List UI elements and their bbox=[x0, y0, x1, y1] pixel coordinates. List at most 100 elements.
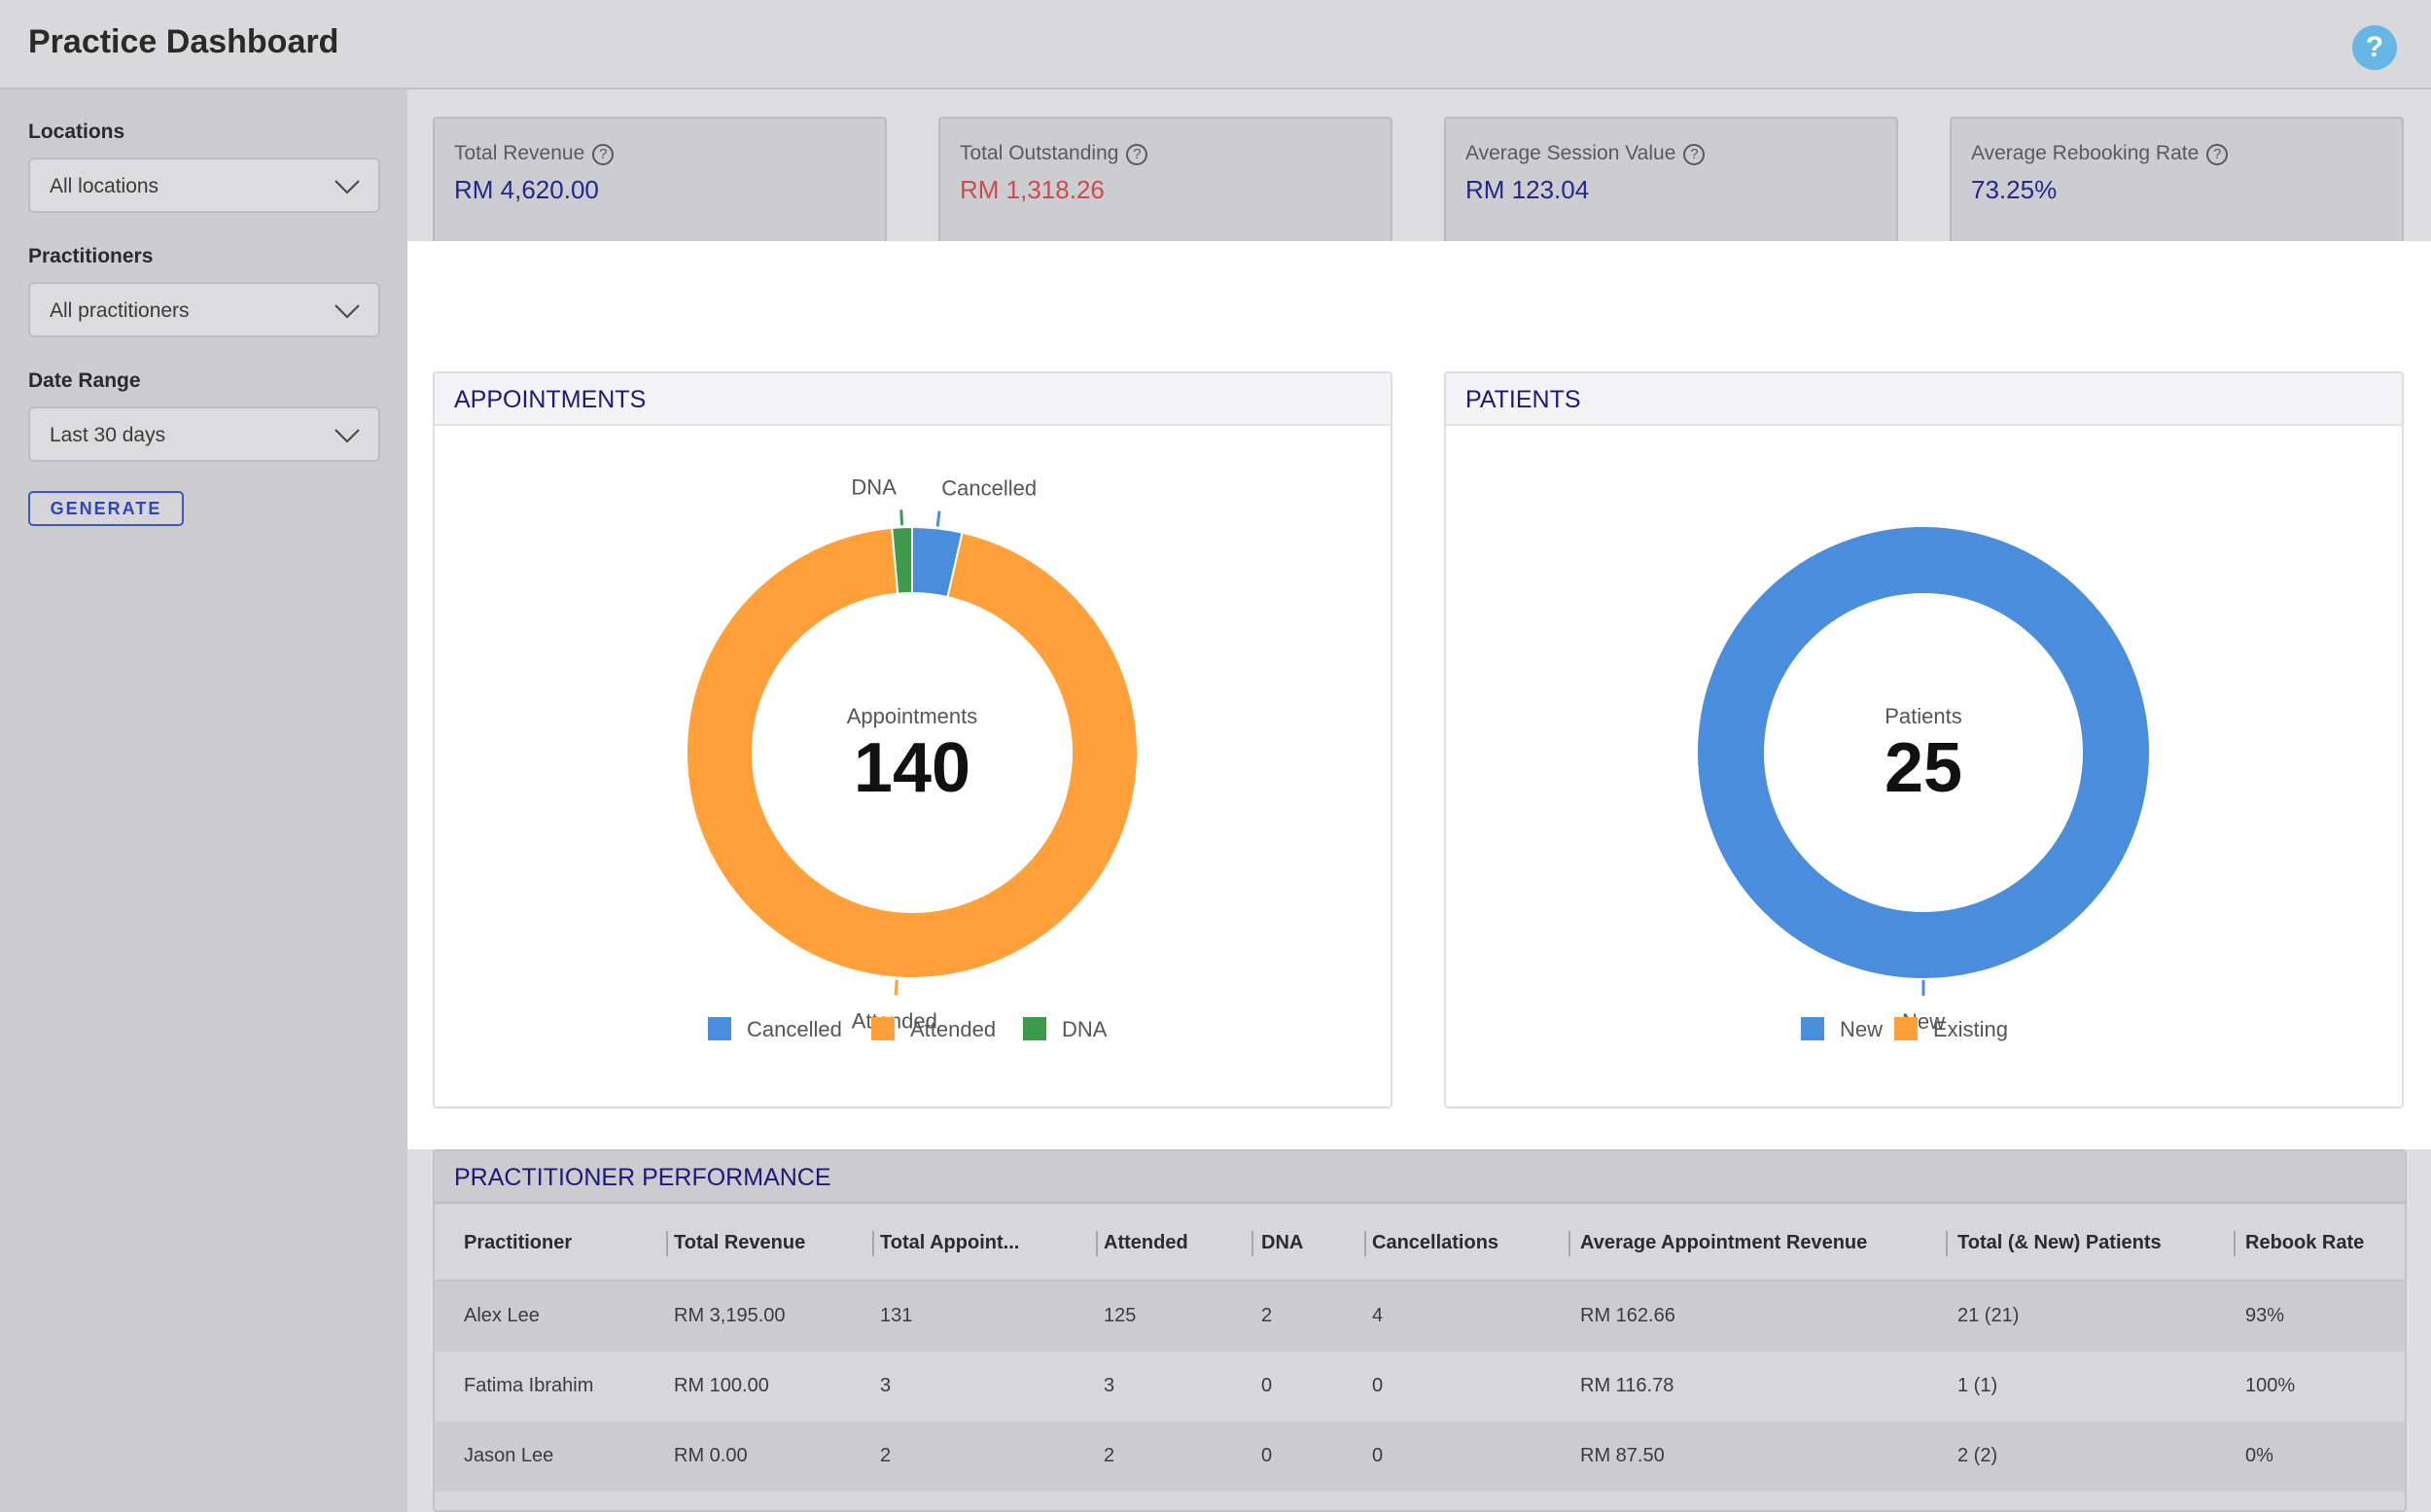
legend-swatch bbox=[1801, 1017, 1824, 1040]
help-circle-icon[interactable]: ? bbox=[592, 144, 615, 165]
table-cell: 0 bbox=[1261, 1375, 1273, 1396]
practitioners-label: Practitioners bbox=[28, 245, 154, 267]
legend-item-existing[interactable]: Existing bbox=[1894, 1017, 2008, 1041]
table-cell: 2 bbox=[1261, 1305, 1273, 1326]
column-divider[interactable] bbox=[872, 1231, 874, 1256]
table-header: Practitioner Total Revenue Total Appoint..… bbox=[435, 1204, 2405, 1282]
column-header[interactable]: Rebook Rate bbox=[2245, 1232, 2365, 1253]
column-divider[interactable] bbox=[1364, 1231, 1366, 1256]
column-header[interactable]: Cancellations bbox=[1372, 1232, 1499, 1253]
column-header[interactable]: Total Revenue bbox=[674, 1232, 806, 1253]
locations-select[interactable]: All locations bbox=[28, 158, 380, 213]
table-cell: 0 bbox=[1261, 1445, 1273, 1466]
column-divider[interactable] bbox=[1946, 1231, 1948, 1256]
table-cell: 131 bbox=[880, 1305, 913, 1326]
table-row[interactable]: Fatima Ibrahim RM 100.00 3 3 0 0 RM 116.78 1 (1… bbox=[435, 1352, 2405, 1422]
patients-panel: PATIENTS New Patients 25 New Existing bbox=[1444, 371, 2404, 1108]
help-circle-icon[interactable]: ? bbox=[1683, 144, 1706, 165]
table-cell: 1 (1) bbox=[1957, 1375, 1998, 1396]
table-cell: 93% bbox=[2245, 1305, 2285, 1326]
appointments-panel: APPOINTMENTS Cancelled Attended DNA Appoint… bbox=[433, 371, 1392, 1108]
table-cell: 3 bbox=[880, 1375, 892, 1396]
charts-row: APPOINTMENTS Cancelled Attended DNA Appoint… bbox=[407, 241, 2431, 1149]
help-circle-icon[interactable]: ? bbox=[1126, 144, 1148, 165]
stat-value: 73.25% bbox=[1971, 175, 2058, 204]
date-range-label: Date Range bbox=[28, 369, 141, 392]
help-circle-icon[interactable]: ? bbox=[2206, 144, 2229, 165]
column-divider[interactable] bbox=[1251, 1231, 1253, 1256]
column-header[interactable]: Attended bbox=[1104, 1232, 1188, 1253]
column-divider[interactable] bbox=[1096, 1231, 1098, 1256]
chevron-down-icon bbox=[335, 429, 360, 443]
chevron-down-icon bbox=[335, 304, 360, 319]
filter-sidebar: Locations All locations Practitioners Al… bbox=[0, 89, 407, 1512]
stat-label: Total Outstanding bbox=[960, 142, 1119, 164]
legend-swatch bbox=[871, 1017, 895, 1040]
column-divider[interactable] bbox=[1568, 1231, 1570, 1256]
slice-label: DNA bbox=[851, 475, 897, 499]
table-cell: RM 0.00 bbox=[674, 1445, 748, 1466]
table-cell: RM 87.50 bbox=[1580, 1445, 1665, 1466]
panel-title: PRACTITIONER PERFORMANCE bbox=[454, 1164, 831, 1191]
stat-card-average-rebooking-rate: Average Rebooking Rate? 73.25% bbox=[1950, 117, 2404, 241]
table-row[interactable]: Jason Lee RM 0.00 2 2 0 0 RM 87.50 2 (2) 0% bbox=[435, 1422, 2405, 1492]
column-header[interactable]: Practitioner bbox=[464, 1232, 573, 1253]
stat-card-average-session-value: Average Session Value? RM 123.04 bbox=[1444, 117, 1898, 241]
column-header[interactable]: Total (& New) Patients bbox=[1957, 1232, 2162, 1253]
legend-item-new[interactable]: New bbox=[1801, 1017, 1883, 1041]
panel-header: PRACTITIONER PERFORMANCE bbox=[435, 1151, 2405, 1204]
main-content: Total Revenue? RM 4,620.00 Total Outstan… bbox=[407, 89, 2431, 1512]
table-row[interactable]: Kai WongRM 0.004301RM 125.231 (1)100% bbox=[435, 1492, 2405, 1510]
legend-label: Existing bbox=[1933, 1017, 2008, 1041]
performance-section: PRACTITIONER PERFORMANCE Practitioner Tot… bbox=[407, 1149, 2431, 1512]
practitioners-select[interactable]: All practitioners bbox=[28, 282, 380, 337]
stat-value: RM 4,620.00 bbox=[454, 175, 599, 204]
table-cell: Fatima Ibrahim bbox=[464, 1375, 594, 1396]
stat-card-total-revenue: Total Revenue? RM 4,620.00 bbox=[433, 117, 887, 241]
donut-center-value: 25 bbox=[1885, 729, 1962, 807]
stat-value: RM 123.04 bbox=[1465, 175, 1590, 204]
column-header[interactable]: DNA bbox=[1261, 1232, 1304, 1253]
practitioners-value: All practitioners bbox=[50, 299, 190, 322]
date-range-select[interactable]: Last 30 days bbox=[28, 406, 380, 462]
date-range-value: Last 30 days bbox=[50, 424, 166, 446]
table-cell: 0 bbox=[1372, 1375, 1384, 1396]
slice-leader-line bbox=[935, 510, 941, 527]
generate-button[interactable]: GENERATE bbox=[28, 491, 184, 526]
table-cell: 3 bbox=[1104, 1375, 1115, 1396]
legend-item-cancelled[interactable]: Cancelled bbox=[708, 1017, 842, 1041]
legend-item-dna[interactable]: DNA bbox=[1023, 1017, 1108, 1041]
column-divider[interactable] bbox=[666, 1231, 668, 1256]
table-row[interactable]: Alex Lee RM 3,195.00 131 125 2 4 RM 162.66 21 (… bbox=[435, 1282, 2405, 1352]
table-cell: RM 100.00 bbox=[674, 1375, 769, 1396]
chevron-down-icon bbox=[335, 180, 360, 194]
stat-label: Average Rebooking Rate bbox=[1971, 142, 2200, 164]
slice-new[interactable] bbox=[1698, 527, 2149, 978]
column-divider[interactable] bbox=[2234, 1231, 2236, 1256]
table-cell: 2 bbox=[880, 1445, 892, 1466]
slice-leader-line bbox=[894, 979, 898, 996]
help-icon[interactable]: ? bbox=[2352, 25, 2397, 70]
table-cell: Jason Lee bbox=[464, 1445, 554, 1466]
slice-attended[interactable] bbox=[686, 526, 1139, 979]
slice-dna[interactable] bbox=[891, 525, 913, 595]
legend-label: DNA bbox=[1062, 1017, 1108, 1041]
donut-center-label: Patients bbox=[1885, 704, 1962, 728]
panel-header: PATIENTS bbox=[1446, 373, 2402, 426]
stat-label: Average Session Value bbox=[1465, 142, 1676, 164]
legend-item-attended[interactable]: Attended bbox=[871, 1017, 996, 1041]
table-cell: RM 162.66 bbox=[1580, 1305, 1675, 1326]
locations-label: Locations bbox=[28, 121, 125, 143]
panel-title: PATIENTS bbox=[1465, 386, 1581, 413]
slice-leader-line bbox=[899, 510, 904, 526]
table-cell: 4 bbox=[1372, 1305, 1384, 1326]
locations-value: All locations bbox=[50, 175, 159, 197]
column-header[interactable]: Total Appoint... bbox=[880, 1232, 1020, 1253]
column-header[interactable]: Average Appointment Revenue bbox=[1580, 1232, 1868, 1253]
stat-value: RM 1,318.26 bbox=[960, 175, 1105, 204]
stat-label: Total Revenue bbox=[454, 142, 585, 164]
legend-swatch bbox=[708, 1017, 731, 1040]
practitioner-performance-table: PRACTITIONER PERFORMANCE Practitioner Tot… bbox=[433, 1149, 2407, 1512]
legend-swatch bbox=[1894, 1017, 1918, 1040]
